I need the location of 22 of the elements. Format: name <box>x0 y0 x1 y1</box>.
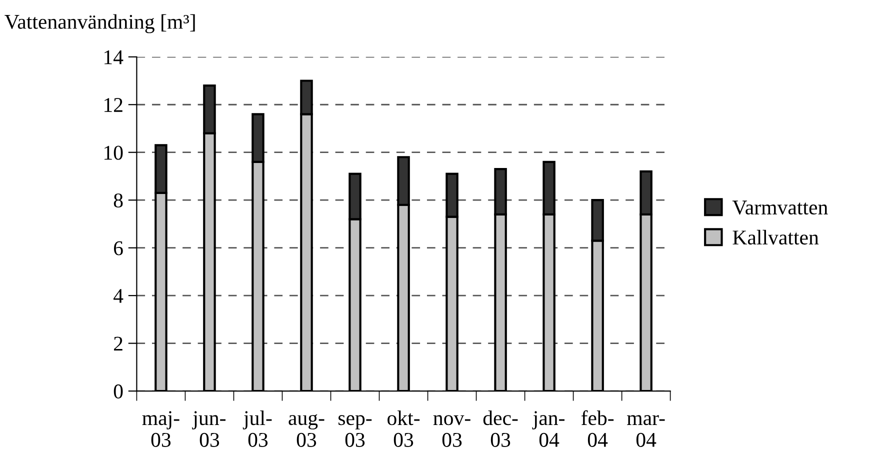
y-tick-label: 0 <box>114 384 123 398</box>
y-tick-label: 6 <box>114 241 123 256</box>
y-tick-label: 2 <box>114 336 122 351</box>
y-axis-title: Vattenanvändning [m³] <box>4 14 195 34</box>
x-tick-label: sep- 03 <box>338 415 372 447</box>
x-tick-label: feb- 04 <box>581 410 614 447</box>
x-tick-label: okt- 03 <box>388 410 420 447</box>
y-tick-label: 8 <box>114 193 123 208</box>
y-tick-label: 12 <box>104 98 122 112</box>
legend-label: Kallvatten <box>732 230 819 245</box>
x-tick-label: nov- 03 <box>433 415 470 447</box>
x-tick-label: maj- 03 <box>142 411 180 447</box>
x-tick-label: jun- 03 <box>192 411 226 447</box>
y-tick-label: 14 <box>104 50 124 64</box>
y-tick-label: 10 <box>104 146 123 160</box>
x-tick-label: aug- 03 <box>288 414 324 447</box>
y-tick-label: 4 <box>114 289 124 303</box>
legend-label: Varmvatten <box>732 200 828 215</box>
x-tick-label: jan- 04 <box>532 411 564 447</box>
x-tick-label: jul- 03 <box>242 410 272 447</box>
x-tick-label: mar- 04 <box>627 415 665 447</box>
x-tick-label: dec- 03 <box>483 410 518 447</box>
